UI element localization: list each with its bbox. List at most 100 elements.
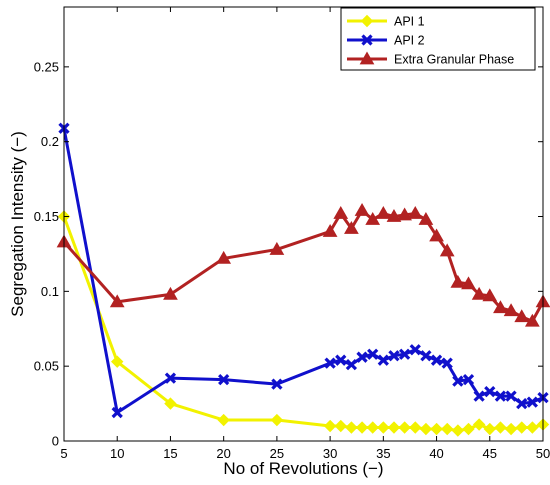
- data-point: [462, 374, 475, 386]
- data-point: [471, 286, 487, 300]
- x-tick-label: 30: [323, 446, 337, 461]
- y-axis-title: Segregation Intensity (−): [8, 131, 27, 317]
- data-point: [505, 390, 517, 402]
- data-point: [354, 203, 370, 216]
- data-point: [345, 359, 358, 371]
- legend-label: API 1: [394, 15, 425, 29]
- data-point: [324, 357, 336, 369]
- data-point: [514, 309, 530, 323]
- series-line: [62, 127, 544, 415]
- x-axis-title: No of Revolutions (−): [223, 459, 383, 478]
- data-point: [388, 350, 400, 362]
- data-point: [377, 421, 390, 434]
- data-point: [526, 396, 538, 408]
- x-tick-label: 40: [429, 446, 443, 461]
- legend: API 1 API 2 Extra Granular Phase: [340, 7, 536, 71]
- data-point: [494, 421, 507, 434]
- data-point: [163, 286, 178, 300]
- data-point: [323, 419, 337, 433]
- legend-swatch-marker: [359, 51, 375, 65]
- x-tick-label: 50: [536, 446, 550, 461]
- data-point: [482, 288, 498, 302]
- data-point: [430, 422, 443, 436]
- data-point: [270, 413, 284, 427]
- y-tick-label: 0.15: [34, 209, 59, 224]
- data-point: [503, 303, 519, 317]
- x-tick-label: 5: [60, 446, 67, 461]
- data-point: [451, 424, 465, 437]
- series-2: [58, 122, 549, 419]
- x-tick-label: 15: [163, 446, 177, 461]
- data-point: [356, 351, 368, 363]
- y-tick-label: 0: [52, 434, 59, 449]
- data-point: [387, 421, 401, 434]
- data-point: [504, 422, 518, 436]
- series-1: [57, 210, 550, 437]
- legend-item: API 2: [347, 34, 425, 48]
- data-point: [345, 421, 358, 434]
- data-point: [216, 250, 232, 264]
- data-point: [377, 354, 389, 366]
- data-point: [269, 241, 285, 255]
- data-point: [335, 354, 347, 366]
- data-point: [452, 375, 464, 387]
- data-point: [271, 378, 283, 390]
- data-point: [484, 385, 496, 398]
- x-tick-label: 25: [270, 446, 284, 461]
- series-line: [62, 209, 545, 323]
- data-point: [441, 357, 453, 369]
- x-tick-label: 35: [376, 446, 390, 461]
- y-tick-label: 0.05: [34, 359, 59, 374]
- data-point: [419, 422, 433, 436]
- data-point: [472, 418, 486, 431]
- data-point: [375, 206, 391, 219]
- data-point: [526, 421, 539, 434]
- data-point: [333, 206, 349, 219]
- data-point: [355, 421, 369, 434]
- plot-frame: [63, 6, 544, 442]
- data-point: [515, 421, 528, 434]
- data-point: [418, 212, 434, 225]
- data-point: [218, 374, 230, 386]
- legend-swatch-marker: [361, 34, 373, 46]
- axes-layer: 5 10 15 20 25 30 35 40 45 50 0 0.05 0.1 0.15 0.2 0.25: [34, 7, 550, 461]
- series-line: [62, 216, 544, 433]
- data-point: [516, 397, 528, 410]
- series-layer: [56, 122, 550, 437]
- legend-item: API 1: [347, 15, 425, 29]
- data-point: [111, 355, 124, 368]
- data-point: [344, 220, 359, 234]
- data-point: [439, 243, 455, 257]
- data-point: [473, 390, 485, 402]
- data-point: [461, 276, 476, 290]
- data-point: [111, 406, 123, 419]
- x-tick-label: 10: [110, 446, 124, 461]
- data-point: [429, 228, 444, 242]
- data-point: [322, 223, 338, 237]
- data-point: [493, 300, 508, 314]
- data-point: [420, 350, 432, 362]
- data-point: [367, 348, 379, 360]
- data-point: [398, 348, 411, 360]
- x-tick-label: 45: [483, 446, 497, 461]
- data-point: [397, 207, 412, 221]
- data-point: [366, 421, 379, 434]
- data-point: [524, 313, 540, 327]
- data-point: [164, 397, 177, 410]
- data-point: [483, 422, 496, 436]
- series-3: [56, 203, 550, 327]
- data-point: [398, 421, 411, 434]
- data-point: [494, 390, 507, 402]
- legend-label: API 2: [394, 34, 425, 48]
- data-point: [109, 294, 125, 308]
- y-tick-label: 0.1: [41, 284, 59, 299]
- data-point: [440, 422, 454, 436]
- data-point: [386, 209, 402, 222]
- data-point: [409, 421, 422, 434]
- legend-label: Extra Granular Phase: [394, 53, 514, 67]
- data-point: [450, 274, 466, 288]
- legend-swatch-marker: [360, 14, 374, 28]
- y-tick-label: 0.25: [34, 59, 59, 74]
- y-tick-label: 0.2: [41, 134, 59, 149]
